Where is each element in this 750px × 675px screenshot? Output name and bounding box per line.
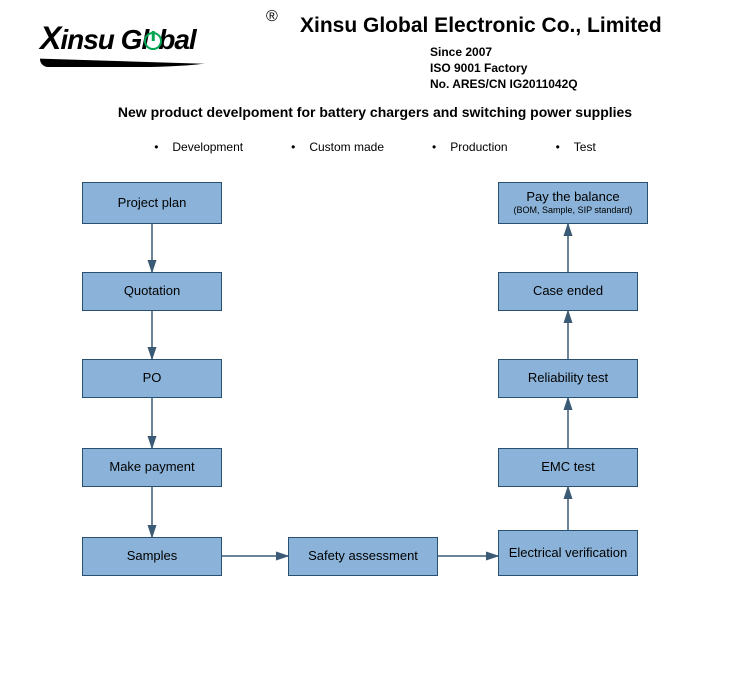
company-name: Xinsu Global Electronic Co., Limited — [300, 14, 662, 38]
cert-line: No. ARES/CN IG2011042Q — [430, 76, 578, 92]
node-label: Reliability test — [528, 371, 608, 386]
node-samples: Samples — [82, 537, 222, 576]
page-title: New product develpoment for battery char… — [0, 104, 750, 120]
node-label: EMC test — [541, 460, 594, 475]
legend-item: Test — [556, 140, 596, 154]
node-case_ended: Case ended — [498, 272, 638, 311]
node-label: PO — [143, 371, 162, 386]
node-project_plan: Project plan — [82, 182, 222, 224]
node-label: Pay the balance — [526, 190, 619, 205]
node-label: Project plan — [118, 196, 187, 211]
node-label: Samples — [127, 549, 178, 564]
legend-item: Custom made — [291, 140, 384, 154]
logo: Xinsu Gl bal — [40, 20, 196, 57]
node-make_payment: Make payment — [82, 448, 222, 487]
logo-text-2: insu Gl — [60, 24, 148, 55]
node-safety: Safety assessment — [288, 537, 438, 576]
legend-item: Production — [432, 140, 508, 154]
since-line: Since 2007 — [430, 44, 578, 60]
node-quotation: Quotation — [82, 272, 222, 311]
node-label: Make payment — [109, 460, 194, 475]
legend-item: Development — [154, 140, 243, 154]
node-label: Quotation — [124, 284, 180, 299]
node-sublabel: (BOM, Sample, SIP standard) — [514, 205, 633, 215]
flowchart-canvas: Project plan Quotation PO Make payment Sampl… — [0, 170, 750, 675]
registered-mark: ® — [266, 8, 278, 26]
node-po: PO — [82, 359, 222, 398]
node-electrical: Electrical verification — [498, 530, 638, 576]
logo-text-3: bal — [158, 24, 195, 55]
logo-text-1: X — [40, 20, 60, 56]
company-subinfo: Since 2007 ISO 9001 Factory No. ARES/CN … — [430, 44, 578, 93]
iso-line: ISO 9001 Factory — [430, 60, 578, 76]
node-reliability: Reliability test — [498, 359, 638, 398]
header: Xinsu Gl bal ® Xinsu Global Electronic Co… — [0, 0, 750, 90]
flowchart-arrows — [0, 170, 750, 675]
node-pay_balance: Pay the balance(BOM, Sample, SIP standar… — [498, 182, 648, 224]
node-label: Safety assessment — [308, 549, 418, 564]
node-emc: EMC test — [498, 448, 638, 487]
node-label: Case ended — [533, 284, 603, 299]
logo-swoosh — [40, 53, 240, 67]
legend: Development Custom made Production Test — [0, 140, 750, 154]
node-label: Electrical verification — [509, 546, 628, 561]
